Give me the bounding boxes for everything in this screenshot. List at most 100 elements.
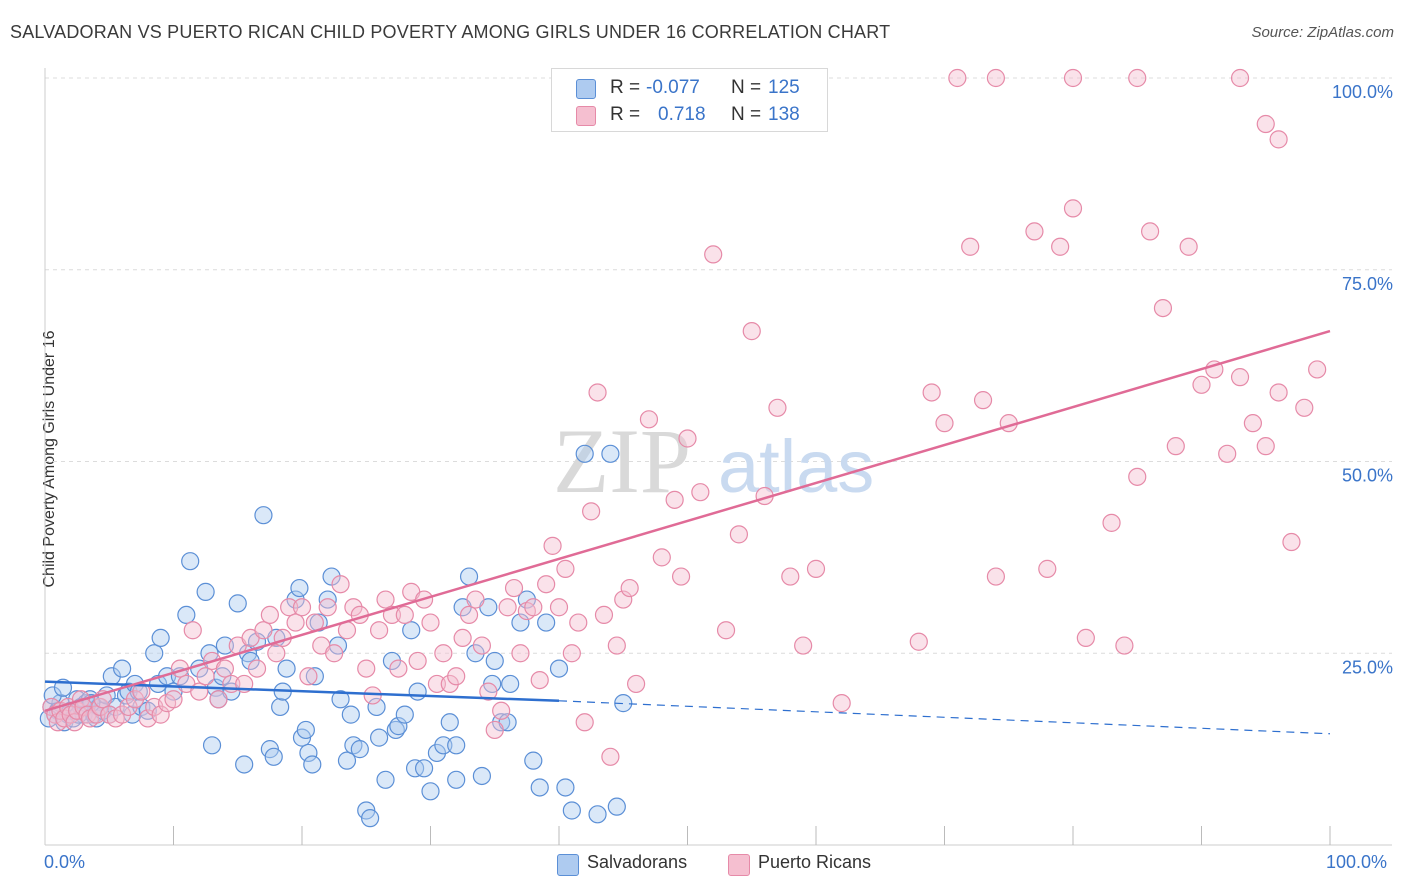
salvadoran-point [524, 751, 543, 770]
salvadoran-point [331, 690, 350, 709]
x-tick-min: 0.0% [44, 852, 86, 872]
salvadoran-point [537, 613, 556, 632]
salvadoran-point [337, 751, 357, 770]
puerto-rican-point [1140, 222, 1160, 241]
salvadoran-point [485, 651, 504, 671]
watermark-atlas: atlas [718, 425, 874, 508]
salvadoran-point [376, 770, 395, 789]
puerto-rican-point [639, 410, 659, 429]
salvadoran-point [181, 552, 200, 571]
legend-swatch-pink [576, 106, 596, 126]
puerto-rican-point [588, 383, 607, 402]
puerto-rican-point [472, 636, 491, 655]
puerto-rican-point [427, 674, 447, 694]
puerto-rican-point [1269, 130, 1288, 149]
salvadoran-point [202, 736, 222, 755]
puerto-rican-point [376, 590, 395, 609]
puerto-rican-point [948, 68, 967, 88]
puerto-rican-point [1308, 360, 1327, 379]
puerto-rican-point [607, 636, 626, 655]
puerto-rican-point [1051, 237, 1070, 256]
puerto-rican-point [318, 598, 337, 617]
puerto-rican-point [716, 621, 736, 640]
puerto-rican-point [922, 383, 941, 402]
puerto-rican-point [806, 559, 826, 578]
puerto-rican-point [459, 605, 479, 625]
puerto-rican-point [286, 613, 305, 632]
salvadoran-point [395, 705, 414, 724]
puerto-rican-point [447, 667, 466, 686]
puerto-rican-point [832, 694, 851, 713]
bottom-swatch-blue [557, 854, 579, 876]
salvadoran-point [43, 686, 62, 705]
watermark: ZIP atlas [553, 410, 874, 512]
salvadoran-point [389, 717, 408, 736]
salvadoran-point [228, 594, 247, 613]
puerto-rican-point [575, 713, 594, 732]
chart-title: SALVADORAN VS PUERTO RICAN CHILD POVERTY… [10, 22, 891, 42]
puerto-rican-point [492, 701, 511, 720]
puerto-rican-point [466, 590, 485, 609]
salvadoran-point [305, 667, 324, 686]
puerto-rican-point [1256, 114, 1275, 134]
puerto-rican-point [1038, 559, 1057, 578]
salvadoran-point [549, 659, 569, 678]
grid-lines [45, 77, 1392, 654]
salvadoran-point [235, 755, 254, 774]
puerto-rican-point [704, 245, 723, 264]
salvadoran-point [440, 713, 459, 732]
salvadoran-point [177, 605, 196, 625]
puerto-rican-point [292, 598, 312, 617]
salvadoran-point [215, 636, 234, 655]
puerto-rican-point [794, 636, 813, 655]
salvadoran-point [607, 797, 626, 816]
puerto-rican-point [1179, 237, 1198, 256]
puerto-rican-point [151, 705, 170, 724]
salvadoran-point [296, 720, 315, 740]
puerto-rican-point [1192, 375, 1211, 394]
axes [44, 68, 1392, 846]
puerto-rican-point [530, 670, 549, 690]
salvadoran-point [501, 674, 520, 694]
salvadoran-point [303, 755, 322, 774]
puerto-rican-point [671, 567, 691, 586]
salvadoran-point [264, 747, 283, 766]
salvadoran-point [408, 682, 427, 701]
puerto-rican-point [1128, 68, 1147, 88]
correlation-legend: R = -0.077 N = 125 R = 0.718 N = 138 [551, 68, 828, 132]
puerto-rican-point [190, 682, 209, 701]
puerto-rican-point [1166, 437, 1185, 456]
salvadoran-point [414, 759, 434, 778]
salvadoran-point [112, 659, 132, 678]
puerto-rican-point [781, 567, 800, 586]
salvadorans-trend-extension [558, 700, 1331, 735]
trend-lines [44, 329, 1331, 735]
puerto-rican-point [254, 621, 273, 640]
puerto-rican-point [1063, 199, 1083, 218]
puerto-rican-point [260, 605, 279, 625]
puerto-rican-point [247, 659, 267, 678]
puerto-rican-point [973, 391, 993, 410]
puerto-rican-point [582, 502, 601, 521]
salvadoran-point [472, 766, 491, 786]
puerto-rican-point [935, 414, 954, 433]
puerto-rican-point [209, 690, 228, 709]
puerto-rican-point [1076, 628, 1095, 648]
legend-swatch-blue [576, 79, 596, 99]
puerto-rican-point [215, 659, 234, 678]
salvadoran-point [196, 582, 215, 601]
salvadoran-point [421, 782, 440, 801]
puerto-rican-point [1282, 532, 1301, 552]
puerto-rican-point [678, 429, 697, 448]
salvadoran-point [254, 506, 273, 525]
puerto-rican-point [986, 68, 1006, 88]
salvadoran-point [614, 694, 633, 713]
puerto-rican-point [1115, 636, 1134, 655]
legend-r-value: -0.077 [646, 77, 700, 98]
puerto-rican-point [389, 659, 408, 678]
puerto-rican-point [556, 559, 575, 578]
legend-n-value: 138 [768, 104, 800, 125]
salvadoran-point [151, 628, 170, 648]
bottom-legend-label: Puerto Ricans [758, 852, 872, 872]
puerto-rican-point [729, 525, 749, 544]
